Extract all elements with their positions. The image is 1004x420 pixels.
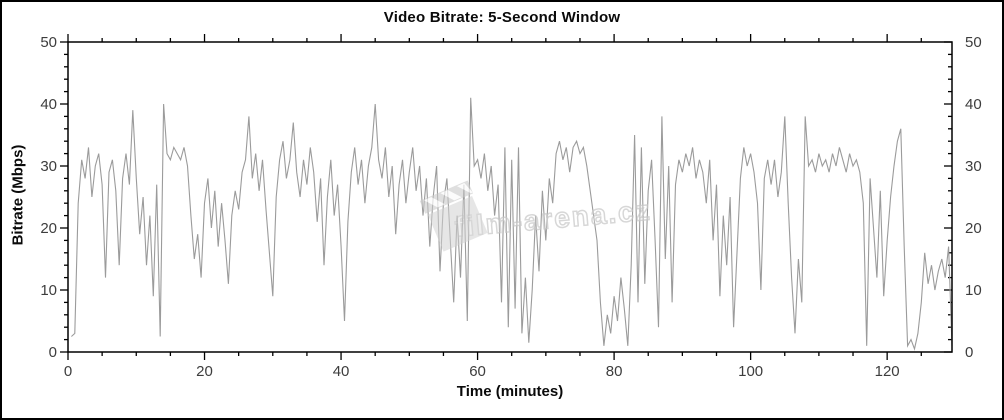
plot-frame	[67, 41, 953, 353]
tick-label: 60	[469, 363, 486, 380]
tick-label: 40	[965, 96, 982, 113]
tick-label: 30	[965, 158, 982, 175]
tick-label: 120	[875, 363, 900, 380]
tick-label: 0	[64, 363, 72, 380]
tick-label: 20	[40, 220, 57, 237]
tick-label: 0	[49, 344, 57, 361]
tick-label: 10	[40, 282, 57, 299]
tick-label: 10	[965, 282, 982, 299]
tick-label: 50	[965, 34, 982, 51]
watermark: film-arena.cz	[419, 180, 653, 252]
tick-label: 20	[196, 363, 213, 380]
tick-label: 40	[333, 363, 350, 380]
tick-label: 80	[606, 363, 623, 380]
x-axis-label: Time (minutes)	[456, 383, 564, 400]
tick-label: 100	[738, 363, 763, 380]
bitrate-line	[71, 97, 953, 351]
tick-label: 0	[965, 344, 973, 361]
tick-label: 40	[40, 96, 57, 113]
tick-label: 20	[965, 220, 982, 237]
chart-title: Video Bitrate: 5-Second Window	[383, 9, 621, 26]
tick-label: 30	[40, 158, 57, 175]
clapperboard-icon	[419, 180, 488, 252]
tick-label: 50	[40, 34, 57, 51]
